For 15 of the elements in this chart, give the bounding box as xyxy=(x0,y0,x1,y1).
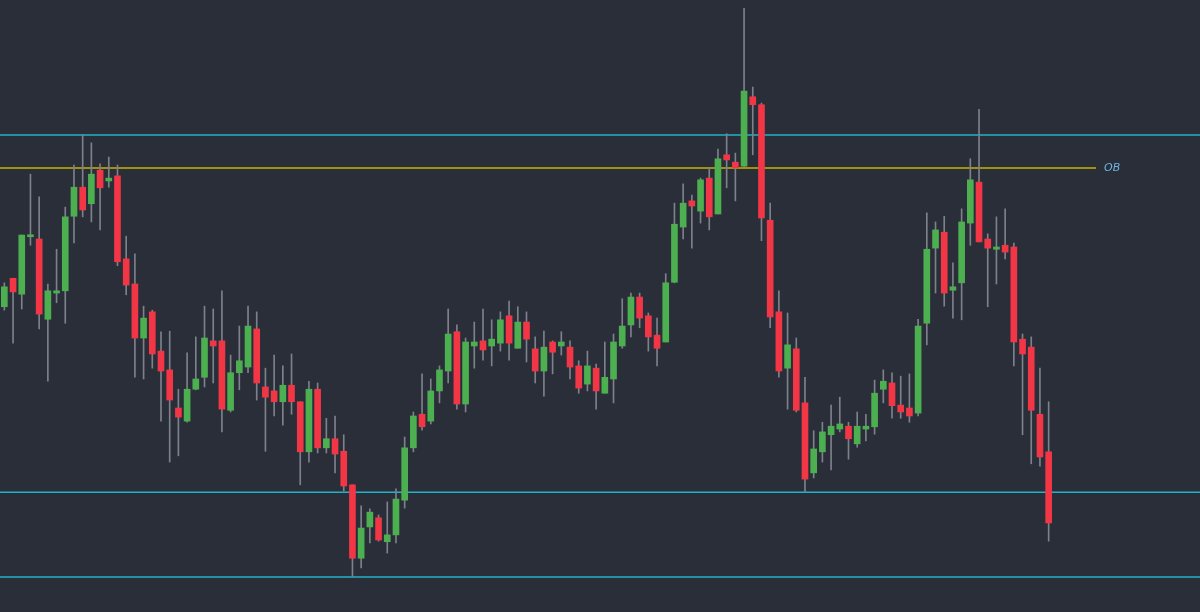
candlestick xyxy=(166,330,174,463)
candlestick xyxy=(383,501,391,554)
candlestick xyxy=(470,321,478,369)
candlestick xyxy=(235,325,243,391)
candlestick xyxy=(488,319,496,367)
candlestick xyxy=(209,308,217,384)
candlestick xyxy=(949,262,957,319)
candlestick xyxy=(749,86,757,156)
candlestick xyxy=(984,233,992,308)
candlestick xyxy=(105,156,113,188)
candlestick xyxy=(192,336,200,391)
candlestick xyxy=(897,375,905,419)
ref-line-label: OB xyxy=(1104,160,1121,174)
candlestick xyxy=(836,396,844,433)
candlestick xyxy=(557,331,565,356)
